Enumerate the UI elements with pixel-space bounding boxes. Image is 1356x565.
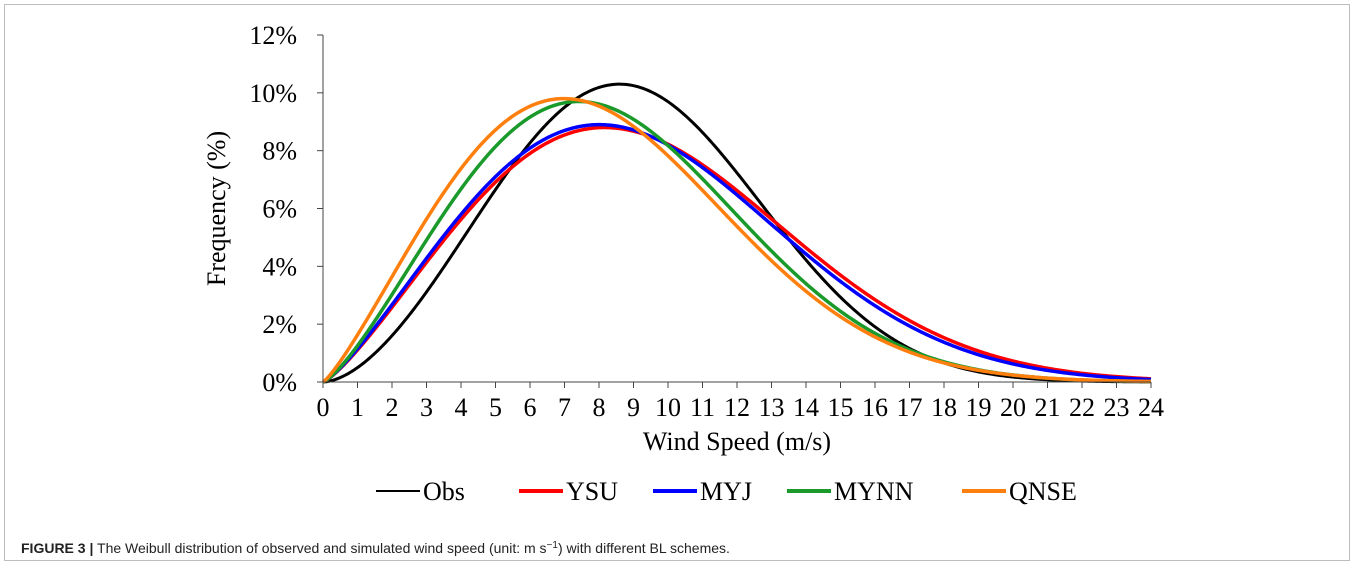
x-tick-label: 4 bbox=[455, 393, 468, 422]
y-tick-label: 0% bbox=[262, 368, 297, 397]
x-tick-label: 7 bbox=[558, 393, 571, 422]
x-tick-label: 6 bbox=[524, 393, 537, 422]
legend-label-obs: Obs bbox=[423, 477, 465, 506]
x-tick-label: 9 bbox=[627, 393, 640, 422]
x-tick-label: 14 bbox=[793, 393, 819, 422]
series-line-qnse bbox=[321, 96, 1152, 384]
caption-label: FIGURE 3 | bbox=[21, 540, 94, 556]
legend-label-qnse: QNSE bbox=[1009, 477, 1077, 506]
legend-label-ysu: YSU bbox=[566, 477, 618, 506]
x-tick-label: 11 bbox=[690, 393, 715, 422]
x-tick-label: 24 bbox=[1138, 393, 1164, 422]
caption-text-end: ) with different BL schemes. bbox=[557, 540, 730, 556]
legend-label-mynn: MYNN bbox=[834, 477, 914, 506]
y-tick-label: 4% bbox=[262, 252, 297, 281]
series-line-myj bbox=[322, 122, 1152, 384]
x-tick-label: 0 bbox=[317, 393, 330, 422]
x-axis-label: Wind Speed (m/s) bbox=[643, 427, 831, 456]
x-tick-label: 12 bbox=[724, 393, 750, 422]
x-tick-label: 5 bbox=[489, 393, 502, 422]
caption-superscript: −1 bbox=[546, 540, 558, 551]
x-tick-label: 16 bbox=[862, 393, 888, 422]
x-tick-label: 23 bbox=[1104, 393, 1130, 422]
x-tick-label: 1 bbox=[351, 393, 364, 422]
x-tick-label: 17 bbox=[897, 393, 923, 422]
y-tick-label: 8% bbox=[262, 137, 297, 166]
legend-label-myj: MYJ bbox=[700, 477, 752, 506]
y-tick-label: 10% bbox=[249, 79, 297, 108]
figure-frame: 0% 2% 4% 6% 8% 10% 12% 0 1 2 3 4 5 6 7 8 9 10 11 12 13 14 15 16… bbox=[4, 4, 1350, 561]
x-tick-label: 2 bbox=[386, 393, 399, 422]
y-tick-label: 12% bbox=[249, 21, 297, 50]
series-line-mynn bbox=[322, 99, 1152, 384]
y-tick-label: 6% bbox=[262, 195, 297, 224]
x-tick-label: 10 bbox=[655, 393, 681, 422]
y-axis-label: Frequency (%) bbox=[202, 131, 231, 286]
x-tick-label: 22 bbox=[1069, 393, 1095, 422]
series-layer bbox=[321, 82, 1152, 384]
x-tick-label: 19 bbox=[966, 393, 992, 422]
x-tick-label: 13 bbox=[759, 393, 785, 422]
caption-text: The Weibull distribution of observed and… bbox=[93, 540, 547, 556]
x-tick-label: 21 bbox=[1035, 393, 1061, 422]
series-line-obs bbox=[322, 82, 1152, 384]
y-tick-label: 2% bbox=[262, 310, 297, 339]
x-tick-label: 8 bbox=[593, 393, 606, 422]
ticks-layer: 0%2%4%6%8%10%12%0 1 2 3 4 5 6 7 8 9 10 11 12 13 14 15 16… bbox=[249, 21, 1164, 422]
x-tick-label: 20 bbox=[1000, 393, 1026, 422]
x-tick-label: 18 bbox=[931, 393, 957, 422]
legend: Obs YSU MYJ MYNN QNSE bbox=[376, 477, 1077, 506]
x-tick-label: 15 bbox=[828, 393, 854, 422]
figure-caption: FIGURE 3 | The Weibull distribution of o… bbox=[21, 536, 730, 560]
series-line-ysu bbox=[322, 125, 1152, 384]
weibull-chart: 0%2%4%6%8%10%12%0 1 2 3 4 5 6 7 8 9 10 11 12 13 14 15 16… bbox=[202, 21, 1164, 506]
x-tick-label: 3 bbox=[420, 393, 433, 422]
